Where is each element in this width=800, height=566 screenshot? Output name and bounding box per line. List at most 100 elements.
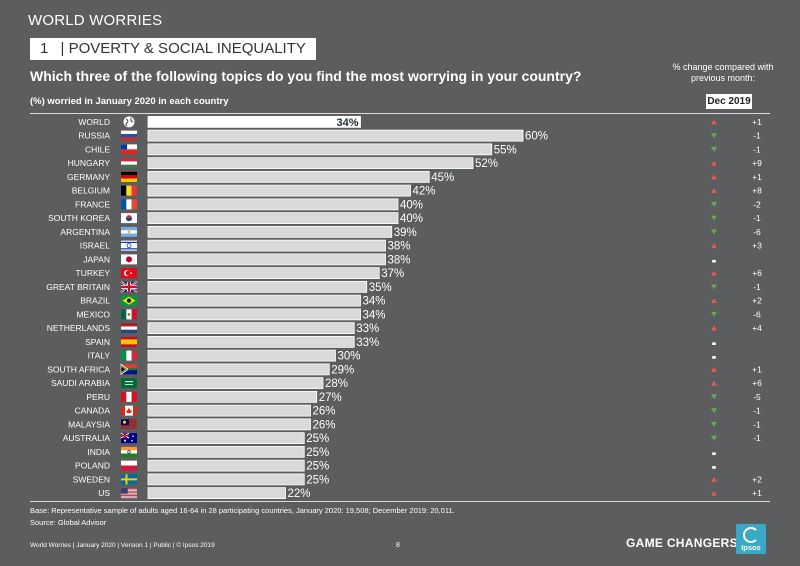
country-label: SAUDI ARABIA: [51, 378, 110, 388]
russia-flag-icon: [121, 130, 137, 141]
change-label: -1: [753, 433, 761, 443]
country-label: HUNGARY: [68, 158, 111, 168]
question-text: Which three of the following topics do y…: [30, 68, 582, 84]
bar: [147, 418, 311, 431]
value-label: 40%: [400, 199, 423, 211]
value-label: 26%: [313, 406, 336, 418]
up-arrow-icon: [711, 243, 717, 249]
change-label: +9: [752, 158, 762, 168]
change-label: +6: [752, 378, 762, 388]
country-label: SWEDEN: [73, 474, 110, 484]
section-title: WORLD WORRIES: [28, 12, 163, 29]
bar: [147, 459, 305, 472]
country-label: US: [98, 488, 110, 498]
up-arrow-icon: [711, 325, 717, 331]
topic-box: 1 | POVERTY & SOCIAL INEQUALITY: [30, 38, 316, 60]
up-arrow-icon: [711, 160, 717, 166]
change-label: +2: [752, 474, 762, 484]
malaysia-flag-icon: [121, 419, 137, 429]
bar: [147, 377, 324, 390]
value-label: 38%: [388, 254, 411, 266]
value-label: 34%: [336, 117, 358, 129]
down-arrow-icon: [711, 133, 717, 139]
australia-flag-icon: [120, 432, 137, 444]
down-arrow-icon: [711, 201, 717, 207]
value-label: 25%: [306, 474, 329, 486]
change-label: +1: [752, 172, 762, 182]
canada-flag-icon: [121, 405, 137, 416]
no-change-icon: [712, 452, 716, 455]
bar: [147, 390, 318, 403]
bar: [147, 322, 355, 335]
country-label: TURKEY: [76, 268, 111, 278]
bar: [147, 129, 524, 142]
globe-flag-icon: [123, 116, 135, 128]
value-label: 52%: [475, 158, 498, 170]
value-label: 34%: [363, 296, 386, 308]
south-korea-flag-icon: [121, 213, 137, 224]
value-label: 22%: [288, 488, 311, 500]
value-label: 25%: [306, 447, 329, 459]
change-label: +1: [752, 488, 762, 498]
country-label: GERMANY: [67, 172, 110, 182]
no-change-icon: [712, 356, 716, 359]
down-arrow-icon: [711, 394, 717, 400]
value-label: 29%: [331, 364, 354, 376]
country-label: ISRAEL: [80, 241, 111, 251]
bar: [147, 294, 361, 307]
top-divider: [30, 113, 770, 114]
down-arrow-icon: [711, 435, 717, 441]
up-arrow-icon: [711, 298, 717, 304]
value-label: 45%: [431, 172, 454, 184]
bar: [147, 170, 430, 183]
france-flag-icon: [121, 199, 137, 210]
hungary-flag-icon: [121, 158, 137, 169]
country-label: BRAZIL: [80, 296, 110, 306]
value-label: 27%: [319, 392, 342, 404]
bar: [147, 253, 386, 266]
country-label: WORLD: [78, 117, 110, 127]
country-label: CANADA: [75, 406, 111, 416]
mexico-flag-icon: [121, 309, 137, 320]
sweden-flag-icon: [121, 474, 137, 485]
country-label: AUSTRALIA: [63, 433, 111, 443]
change-label: +1: [752, 364, 762, 374]
logo-text: Ipsos: [741, 543, 761, 552]
bar: [147, 225, 393, 238]
bar: [147, 115, 361, 128]
bar: [147, 473, 305, 486]
spain-flag-icon: [121, 336, 137, 347]
saudi-arabia-flag-icon: [121, 378, 137, 389]
no-change-icon: [712, 466, 716, 469]
change-label: -1: [753, 131, 761, 141]
up-arrow-icon: [711, 366, 717, 372]
value-label: 39%: [394, 227, 417, 239]
bar: [147, 267, 380, 280]
base-note: Base: Representative sample of adults ag…: [30, 506, 455, 515]
change-header: % change compared with previous month:: [672, 62, 774, 83]
down-arrow-icon: [711, 408, 717, 414]
no-change-icon: [712, 259, 716, 263]
poland-flag-icon: [121, 460, 137, 471]
change-label: +2: [752, 296, 762, 306]
change-label: -6: [753, 227, 761, 237]
bar: [147, 280, 368, 293]
change-label: +1: [752, 117, 762, 127]
up-arrow-icon: [711, 476, 717, 482]
bottom-divider: [30, 501, 770, 502]
bar: [147, 143, 493, 156]
bar: [147, 445, 305, 458]
change-label: +8: [752, 186, 762, 196]
down-arrow-icon: [711, 215, 717, 221]
topic-number: 1: [40, 40, 49, 57]
change-label: -1: [753, 282, 761, 292]
bar: [147, 349, 336, 362]
logo-ring: [743, 527, 759, 543]
topic-title: | POVERTY & SOCIAL INEQUALITY: [60, 40, 306, 57]
up-arrow-icon: [711, 380, 717, 386]
chart-subhead: (%) worried in January 2020 in each coun…: [30, 96, 229, 107]
bar: [147, 184, 411, 197]
change-label: -1: [753, 419, 761, 429]
country-label: MALAYSIA: [68, 419, 110, 429]
